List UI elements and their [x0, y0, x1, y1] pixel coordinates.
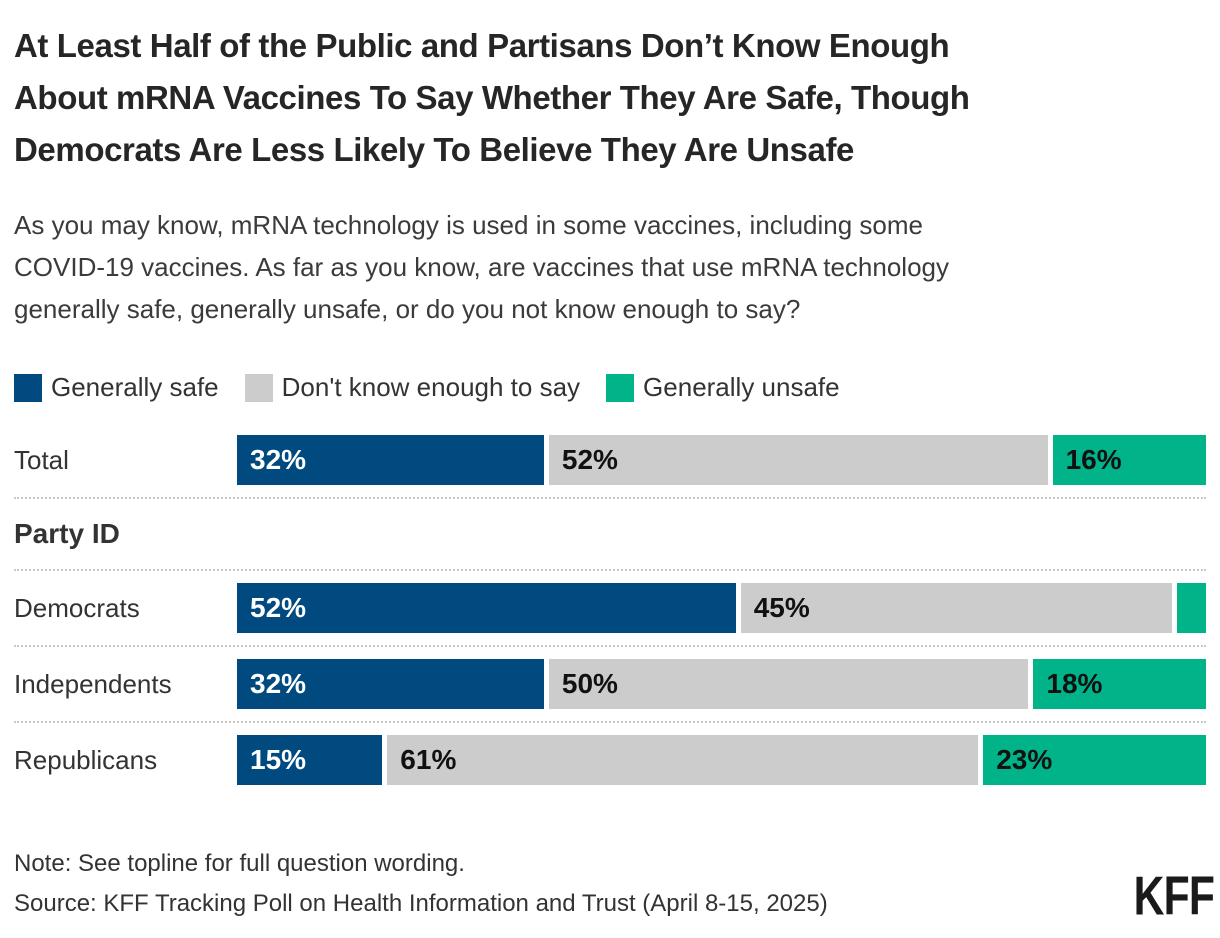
bar-value-label: 61%: [400, 744, 457, 775]
bar-value-label: 18%: [1046, 668, 1103, 699]
legend-swatch-generally-safe: [14, 373, 42, 402]
bar-row-total: Total 32% 52% 16%: [14, 435, 1206, 485]
legend-item-generally-safe: Generally safe: [14, 372, 219, 403]
legend-label: Generally unsafe: [643, 372, 840, 402]
bar-value-label: 45%: [753, 592, 810, 623]
bar-segment-generally-unsafe: 18%: [1033, 659, 1206, 709]
row-label: Democrats: [14, 592, 140, 623]
bar-track: 32% 52% 16%: [237, 435, 1206, 485]
dotted-separator: [14, 721, 1206, 723]
kff-logo: KFF: [1133, 866, 1215, 927]
legend-label: Generally safe: [51, 372, 219, 402]
bar-track: 15% 61% 23%: [237, 735, 1206, 785]
bar-segment-don-t-know-enough-to-say: 61%: [387, 735, 979, 785]
title-line-1: At Least Half of the Public and Partisan…: [14, 27, 950, 64]
subtitle-line-2: COVID-19 vaccines. As far as you know, a…: [14, 252, 949, 282]
legend-item-dont-know: Don't know enough to say: [244, 372, 581, 403]
bar-segment-generally-safe: 32%: [237, 659, 544, 709]
bar-segment-generally-safe: 32%: [237, 435, 544, 485]
bar-segment-don-t-know-enough-to-say: 50%: [548, 659, 1029, 709]
footer-note: Note: See topline for full question word…: [14, 850, 465, 877]
bar-value-label: 23%: [996, 744, 1053, 775]
row-label: Independents: [14, 668, 172, 699]
bar-track: 52% 45%: [237, 583, 1206, 633]
bar-segment-generally-safe: 15%: [237, 735, 383, 785]
legend: Generally safe Don't know enough to say …: [14, 372, 1206, 403]
bar-value-label: 32%: [250, 668, 307, 699]
dotted-separator: [14, 569, 1206, 571]
subtitle-line-3: generally safe, generally unsafe, or do …: [14, 294, 801, 324]
bar-value-label: 16%: [1065, 444, 1122, 475]
bar-value-label: 15%: [250, 744, 307, 775]
legend-label: Don't know enough to say: [281, 372, 581, 402]
bar-value-label: 50%: [561, 668, 618, 699]
row-label: Republicans: [14, 744, 158, 775]
page-title: At Least Half of the Public and Partisan…: [14, 20, 1206, 176]
legend-swatch-dont-know: [244, 373, 273, 402]
bar-segment-don-t-know-enough-to-say: 45%: [740, 583, 1173, 633]
title-line-2: About mRNA Vaccines To Say Whether They …: [14, 79, 970, 116]
footer: Note: See topline for full question word…: [14, 844, 828, 924]
bar-value-label: 52%: [250, 592, 307, 623]
legend-item-generally-unsafe: Generally unsafe: [606, 372, 840, 403]
bar-value-label: 52%: [561, 444, 618, 475]
subtitle-line-1: As you may know, mRNA technology is used…: [14, 210, 923, 240]
bar-segment-generally-unsafe: [1177, 583, 1206, 633]
question-text: As you may know, mRNA technology is used…: [14, 204, 1206, 330]
bar-row-independents: Independents 32% 50% 18%: [14, 659, 1206, 709]
dotted-separator: [14, 645, 1206, 647]
bar-segment-generally-unsafe: 23%: [983, 735, 1206, 785]
stacked-bar-chart: Total 32% 52% 16% Party ID Democrats 52% 45% Ind…: [14, 435, 1206, 785]
bar-segment-don-t-know-enough-to-say: 52%: [548, 435, 1048, 485]
bar-value-label: 32%: [250, 444, 307, 475]
bar-row-republicans: Republicans 15% 61% 23%: [14, 735, 1206, 785]
dotted-separator: [14, 497, 1206, 499]
bar-track: 32% 50% 18%: [237, 659, 1206, 709]
title-line-3: Democrats Are Less Likely To Believe The…: [14, 131, 855, 168]
bar-row-democrats: Democrats 52% 45%: [14, 583, 1206, 633]
row-label: Total: [14, 444, 69, 475]
bar-segment-generally-unsafe: 16%: [1052, 435, 1206, 485]
legend-swatch-generally-unsafe: [606, 373, 635, 402]
footer-source: Source: KFF Tracking Poll on Health Info…: [14, 890, 828, 917]
section-header-party-id: Party ID: [14, 518, 120, 549]
bar-segment-generally-safe: 52%: [237, 583, 736, 633]
